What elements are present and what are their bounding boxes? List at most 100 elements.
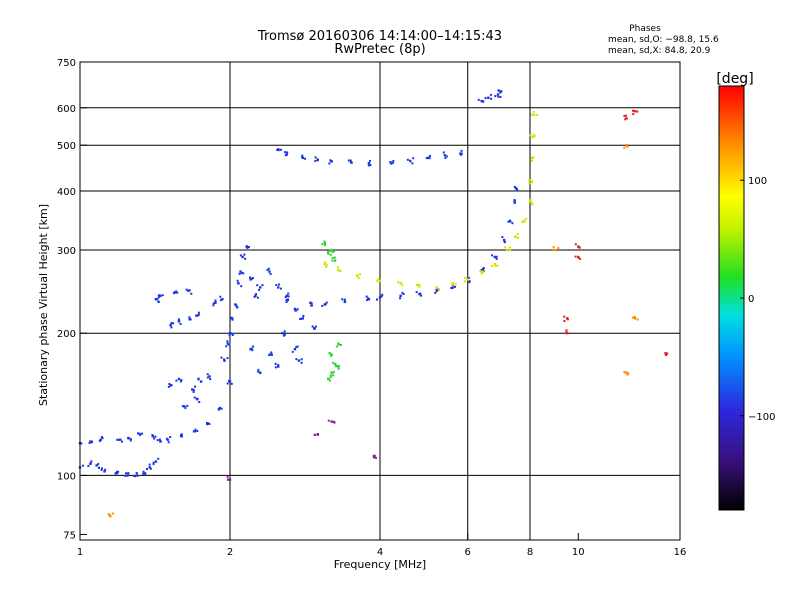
data-point-scatter bbox=[496, 264, 499, 267]
data-point-scatter bbox=[337, 266, 340, 269]
data-point-scatter bbox=[169, 436, 172, 439]
data-point-scatter bbox=[206, 376, 209, 379]
data-point bbox=[480, 271, 483, 275]
y-tick-label: 100 bbox=[57, 471, 76, 482]
data-point-scatter bbox=[402, 293, 405, 296]
data-point-scatter bbox=[399, 297, 402, 300]
data-point-scatter bbox=[419, 292, 422, 295]
data-point-scatter bbox=[98, 439, 101, 442]
data-point-scatter bbox=[412, 157, 415, 160]
y-tick-label: 200 bbox=[57, 329, 76, 340]
data-point-scatter bbox=[291, 350, 294, 353]
chart-subtitle: RwPretec (8p) bbox=[334, 42, 425, 57]
data-point-scatter bbox=[331, 257, 334, 260]
data-point bbox=[99, 438, 102, 441]
data-point-scatter bbox=[397, 281, 400, 284]
data-point bbox=[254, 294, 257, 297]
data-point-scatter bbox=[337, 343, 340, 346]
data-point-scatter bbox=[333, 421, 336, 424]
data-point-scatter bbox=[454, 285, 457, 288]
data-point-scatter bbox=[274, 366, 277, 369]
data-point-scatter bbox=[391, 161, 394, 164]
data-point-scatter bbox=[170, 384, 173, 387]
data-point-scatter bbox=[286, 298, 289, 301]
data-point-scatter bbox=[332, 361, 335, 364]
data-point-scatter bbox=[451, 284, 454, 287]
data-point-scatter bbox=[190, 292, 193, 295]
data-point-scatter bbox=[460, 152, 463, 155]
data-point-scatter bbox=[141, 432, 144, 435]
x-tick-label: 2 bbox=[227, 547, 233, 558]
x-tick-label: 16 bbox=[674, 547, 687, 558]
series-scattered-red bbox=[563, 109, 669, 357]
data-point bbox=[499, 90, 503, 93]
data-point bbox=[95, 464, 98, 467]
data-point-scatter bbox=[508, 219, 511, 222]
data-point bbox=[109, 514, 112, 518]
data-point-scatter bbox=[287, 292, 290, 295]
data-point-scatter bbox=[279, 148, 282, 151]
data-point-scatter bbox=[157, 300, 160, 303]
data-point bbox=[493, 262, 497, 266]
data-point-scatter bbox=[495, 257, 498, 260]
data-point-scatter bbox=[530, 159, 533, 162]
data-points bbox=[78, 89, 669, 518]
data-point-scatter bbox=[156, 439, 159, 442]
data-point-scatter bbox=[535, 113, 538, 116]
data-point-scatter bbox=[381, 293, 384, 296]
data-point-scatter bbox=[228, 344, 231, 347]
data-point-scatter bbox=[329, 374, 332, 377]
data-point bbox=[277, 286, 280, 289]
data-point bbox=[625, 371, 628, 374]
data-point-scatter bbox=[124, 474, 127, 477]
data-point-scatter bbox=[194, 428, 197, 431]
data-point bbox=[633, 110, 637, 113]
data-point-scatter bbox=[428, 157, 431, 160]
data-point bbox=[633, 317, 637, 320]
data-point-scatter bbox=[152, 461, 155, 464]
data-point-scatter bbox=[279, 287, 282, 290]
data-point-scatter bbox=[266, 268, 269, 271]
data-point-scatter bbox=[513, 235, 516, 238]
data-point-scatter bbox=[282, 334, 285, 337]
data-point-scatter bbox=[270, 353, 273, 356]
data-point-scatter bbox=[220, 356, 223, 359]
data-point-scatter bbox=[310, 302, 313, 305]
data-point-scatter bbox=[633, 316, 636, 319]
data-point-scatter bbox=[248, 276, 251, 279]
data-point-scatter bbox=[632, 113, 635, 116]
data-point-scatter bbox=[269, 273, 272, 276]
data-point-scatter bbox=[325, 264, 328, 267]
data-point bbox=[435, 289, 438, 292]
data-point-scatter bbox=[89, 463, 92, 466]
data-point-scatter bbox=[411, 162, 414, 165]
data-point-scatter bbox=[300, 361, 303, 364]
data-point-scatter bbox=[255, 293, 258, 296]
data-point bbox=[297, 359, 301, 362]
data-point bbox=[89, 440, 92, 443]
data-point-scatter bbox=[223, 358, 226, 361]
data-point bbox=[530, 179, 533, 183]
data-point-scatter bbox=[226, 382, 229, 385]
data-point-scatter bbox=[221, 298, 224, 301]
data-point bbox=[577, 245, 580, 248]
data-point-scatter bbox=[251, 349, 254, 352]
colorbar-ticks: 100 0 −100 bbox=[740, 176, 775, 423]
data-point-scatter bbox=[188, 289, 191, 292]
data-point-scatter bbox=[242, 272, 245, 275]
data-point bbox=[523, 220, 526, 223]
data-point-scatter bbox=[311, 304, 314, 307]
data-point bbox=[505, 248, 509, 252]
data-point-scatter bbox=[532, 156, 535, 159]
data-point-scatter bbox=[184, 407, 187, 410]
data-point-scatter bbox=[533, 110, 536, 113]
data-point bbox=[268, 270, 271, 273]
data-point-scatter bbox=[435, 288, 438, 291]
data-point-scatter bbox=[225, 345, 228, 348]
data-point-scatter bbox=[636, 110, 639, 113]
data-point bbox=[554, 248, 557, 252]
data-point-scatter bbox=[504, 246, 507, 249]
colorbar-label: [deg] bbox=[716, 71, 753, 87]
data-point-scatter bbox=[337, 364, 340, 367]
series-f-x-mode-trace bbox=[323, 110, 538, 292]
